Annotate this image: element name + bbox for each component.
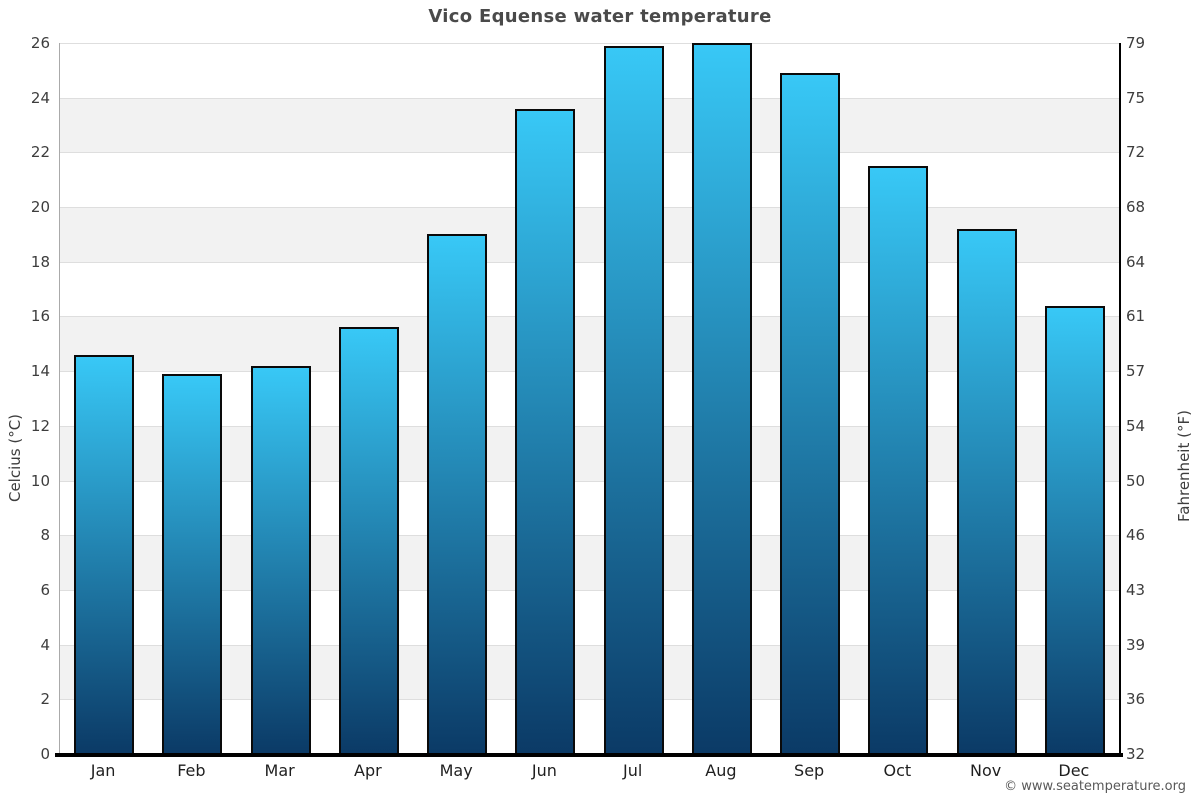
x-tick-label-jun: Jun xyxy=(531,761,557,780)
y-tick-label-celsius: 26 xyxy=(30,34,50,52)
x-tick-label-sep: Sep xyxy=(794,761,825,780)
plot-band xyxy=(60,535,1119,590)
y-axis-label-celsius: Celcius (°C) xyxy=(6,413,24,503)
plot-area xyxy=(59,43,1121,754)
bar-aug xyxy=(691,43,752,754)
gridline xyxy=(60,152,1119,154)
bar-mar xyxy=(250,365,311,754)
plot-band xyxy=(60,43,1119,98)
y-tick-label-fahrenheit: 32 xyxy=(1126,745,1146,763)
bar-apr xyxy=(338,327,399,754)
x-tick-label-nov: Nov xyxy=(970,761,1002,780)
y-tick-label-celsius: 16 xyxy=(30,307,50,326)
y-tick-label-celsius: 18 xyxy=(30,252,50,271)
y-tick-label-fahrenheit: 72 xyxy=(1126,143,1146,162)
bar-jan xyxy=(74,354,135,754)
copyright-footer: © www.seatemperature.org xyxy=(1004,779,1186,794)
y-tick-label-celsius: 22 xyxy=(30,143,50,162)
gridline xyxy=(60,480,1119,482)
plot-band xyxy=(60,480,1119,536)
bar-jul xyxy=(603,45,664,754)
y-tick-label-celsius: 10 xyxy=(30,471,50,490)
plot-band xyxy=(60,152,1119,208)
y-tick-label-fahrenheit: 39 xyxy=(1126,635,1146,654)
y-tick-label-fahrenheit: 61 xyxy=(1126,307,1146,326)
gridline xyxy=(60,425,1119,427)
x-tick-label-jul: Jul xyxy=(622,761,643,780)
y-tick-label-celsius: 8 xyxy=(40,526,50,545)
bar-sep xyxy=(780,73,841,754)
gridline xyxy=(60,316,1119,318)
gridline xyxy=(60,207,1119,209)
y-tick-label-celsius: 24 xyxy=(30,88,50,107)
bar-oct xyxy=(868,166,929,754)
x-axis-ticks-months: Jan Feb Mar Apr May Jun Jul Aug Sep Oct Nov Dec xyxy=(59,761,1118,785)
y-tick-label-celsius: 0 xyxy=(40,745,50,763)
x-tick-label-aug: Aug xyxy=(705,761,737,780)
y-tick-label-celsius: 6 xyxy=(40,580,50,599)
y-tick-label-fahrenheit: 36 xyxy=(1126,690,1146,709)
x-axis-line xyxy=(55,753,1123,757)
gridline xyxy=(60,97,1119,99)
plot-band xyxy=(60,97,1119,153)
x-tick-label-dec: Dec xyxy=(1058,761,1090,780)
gridline xyxy=(60,535,1119,537)
x-tick-label-mar: Mar xyxy=(264,761,295,780)
plot-band xyxy=(60,589,1119,645)
plot-band xyxy=(60,207,1119,262)
gridline xyxy=(60,43,1119,44)
bar-nov xyxy=(956,228,1017,754)
bar-jun xyxy=(515,108,576,754)
gridline xyxy=(60,699,1119,701)
y-tick-label-fahrenheit: 43 xyxy=(1126,580,1146,599)
x-tick-label-jan: Jan xyxy=(90,761,116,780)
y-tick-label-fahrenheit: 57 xyxy=(1126,362,1146,381)
plot-band xyxy=(60,699,1119,754)
y-tick-label-fahrenheit: 46 xyxy=(1126,526,1146,545)
bar-dec xyxy=(1044,305,1105,754)
y-axis-ticks-fahrenheit: 32 36 39 43 46 50 54 57 61 64 68 72 75 79 xyxy=(1126,34,1186,763)
gridline xyxy=(60,261,1119,263)
y-tick-label-fahrenheit: 50 xyxy=(1126,471,1146,490)
gridline xyxy=(60,644,1119,646)
bar-may xyxy=(427,234,488,754)
y-tick-label-celsius: 2 xyxy=(40,690,50,709)
x-tick-label-feb: Feb xyxy=(177,761,206,780)
y-tick-label-fahrenheit: 75 xyxy=(1126,88,1146,107)
y-tick-label-celsius: 12 xyxy=(30,416,50,435)
chart-title: Vico Equense water temperature xyxy=(428,6,772,27)
y-tick-label-celsius: 14 xyxy=(30,362,50,381)
plot-band xyxy=(60,644,1119,700)
gridline xyxy=(60,589,1119,591)
y-tick-label-fahrenheit: 68 xyxy=(1126,198,1146,217)
y-axis-label-fahrenheit: Fahrenheit (°F) xyxy=(1175,410,1193,522)
x-tick-label-apr: Apr xyxy=(354,761,382,780)
x-tick-label-may: May xyxy=(439,761,473,780)
y-tick-label-fahrenheit: 54 xyxy=(1126,416,1146,435)
bar-feb xyxy=(162,373,223,754)
y-tick-label-celsius: 20 xyxy=(30,198,50,217)
gridline xyxy=(60,371,1119,373)
y-tick-label-fahrenheit: 79 xyxy=(1126,34,1146,52)
y-tick-label-fahrenheit: 64 xyxy=(1126,252,1146,271)
plot-band xyxy=(60,371,1119,426)
plot-band xyxy=(60,316,1119,372)
y-tick-label-celsius: 4 xyxy=(40,635,50,654)
plot-band xyxy=(60,425,1119,481)
plot-band xyxy=(60,261,1119,317)
x-tick-label-oct: Oct xyxy=(883,761,912,780)
y-axis-ticks-celsius: 0 2 4 6 8 10 12 14 16 18 20 22 24 26 xyxy=(0,34,50,763)
